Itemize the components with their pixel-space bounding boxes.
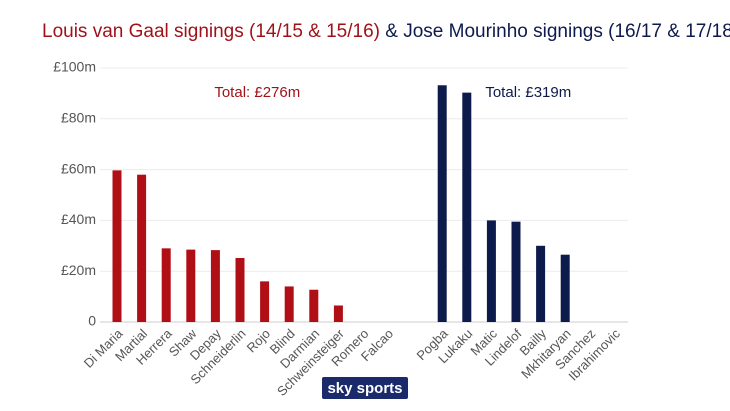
annotation: Total: £319m	[485, 84, 571, 101]
bar	[486, 220, 496, 322]
title-part: Louis van Gaal signings (14/15 & 15/16)	[42, 21, 380, 42]
bar	[333, 305, 343, 322]
annotation: Total: £276m	[214, 84, 300, 101]
bar	[186, 249, 196, 322]
bar	[210, 250, 220, 322]
y-tick-label: £40m	[61, 211, 96, 227]
logo: sky sports	[322, 377, 408, 399]
y-tick-label: 0	[88, 313, 96, 329]
bar	[309, 289, 319, 322]
bar	[437, 85, 447, 322]
bar	[536, 245, 546, 322]
y-tick-label: £80m	[61, 110, 96, 126]
bar	[462, 92, 472, 322]
y-tick-label: £60m	[61, 160, 96, 176]
bar	[560, 254, 570, 322]
bar	[161, 248, 171, 322]
bar	[112, 170, 122, 322]
logo-box	[322, 377, 408, 399]
chart-title: Louis van Gaal signings (14/15 & 15/16) …	[42, 21, 730, 42]
x-tick-label: Rojo	[244, 326, 274, 356]
bar	[260, 281, 270, 322]
y-tick-label: £20m	[61, 262, 96, 278]
title-part: & Jose Mourinho signings (16/17 & 17/18)	[385, 21, 730, 42]
bar	[235, 257, 245, 322]
y-tick-label: £100m	[53, 59, 96, 75]
logo-text: sky sports	[327, 380, 402, 397]
bar	[284, 286, 294, 322]
bar	[511, 221, 521, 322]
bar	[137, 174, 147, 322]
